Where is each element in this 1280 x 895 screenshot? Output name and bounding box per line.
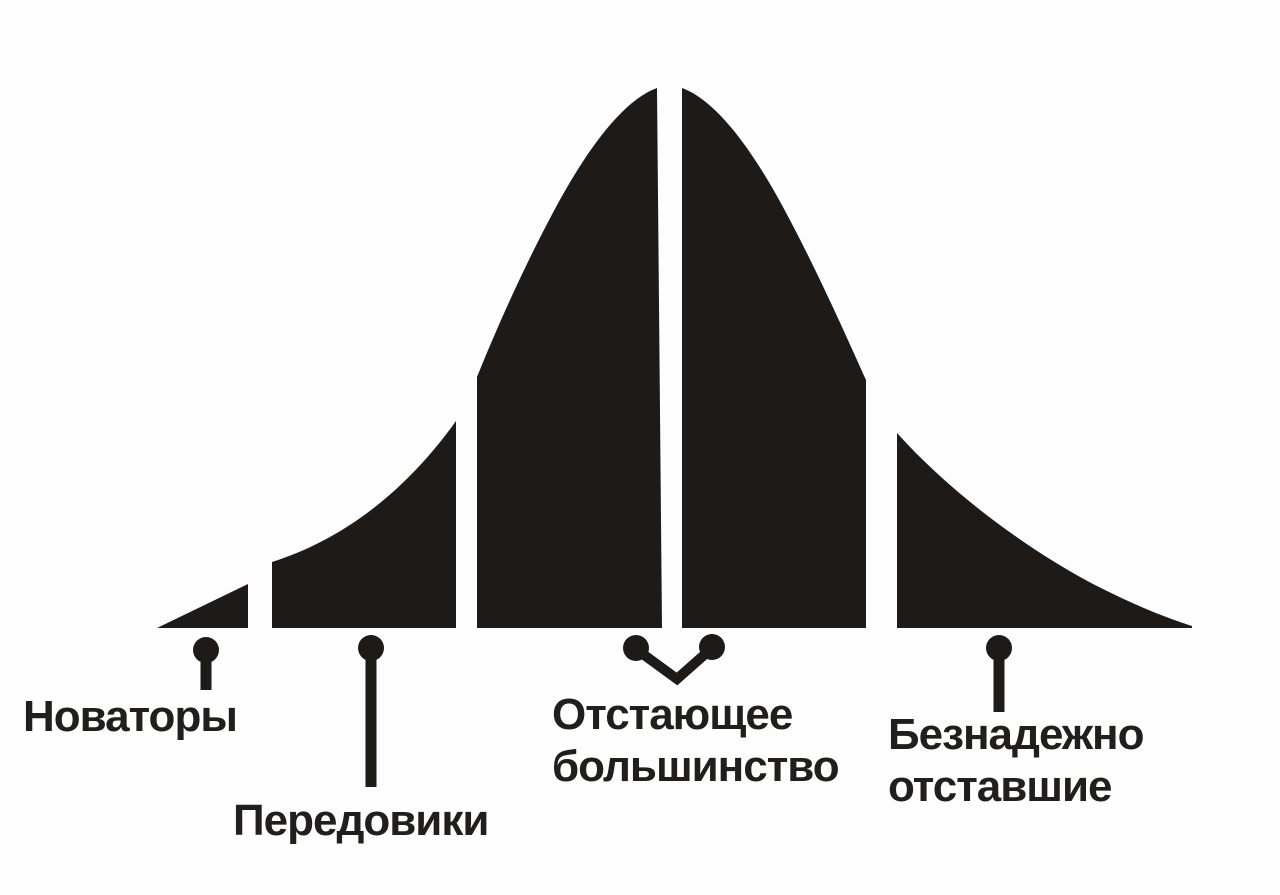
segment-hopelessly-behind xyxy=(897,433,1192,628)
segment-majority-right-half xyxy=(682,88,866,628)
label-early-adopters: Передовики xyxy=(233,796,489,845)
segment-innovators xyxy=(157,584,248,628)
label-lagging-majority-line1: Отстающее xyxy=(552,690,793,739)
label-hopelessly-behind-line1: Безнадежно xyxy=(888,710,1144,759)
pointer-stems xyxy=(200,644,1005,787)
majority-v-stem xyxy=(633,644,716,686)
label-innovators: Новаторы xyxy=(23,692,238,741)
label-hopelessly-behind: Безнадежно отставшие xyxy=(888,709,1144,813)
label-hopelessly-behind-line2: отставшие xyxy=(888,762,1112,811)
label-lagging-majority-line2: большинство xyxy=(552,742,840,791)
segment-majority-left-half xyxy=(477,88,662,628)
segment-early-adopters xyxy=(272,421,456,628)
label-lagging-majority: Отстающее большинство xyxy=(552,689,840,793)
pointer-markers xyxy=(193,634,1012,663)
